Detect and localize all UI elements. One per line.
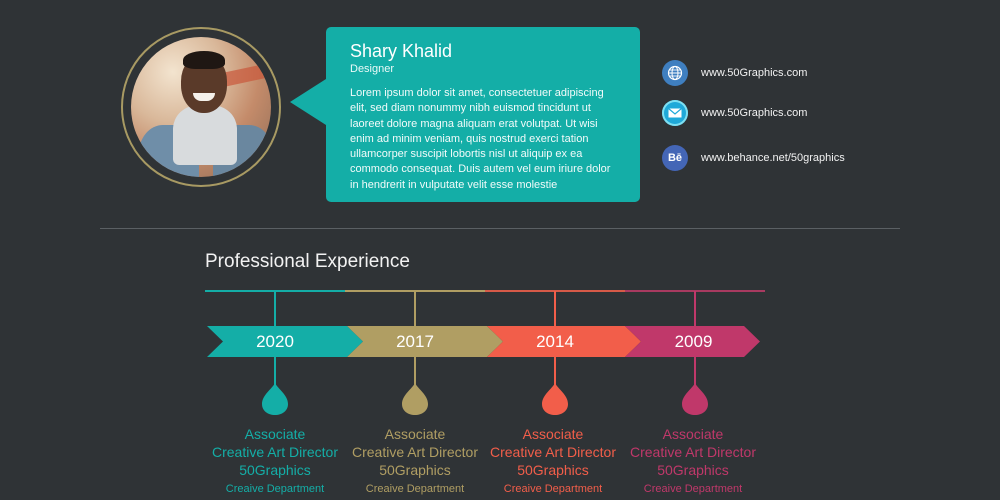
avatar [131, 37, 271, 177]
entry-position: Creative Art Director [351, 444, 479, 460]
timeline-year-4: 2009 [674, 331, 713, 351]
timeline-year-3: 2014 [536, 331, 574, 351]
entry-title: Associate [244, 426, 306, 442]
profile-bio: Lorem ipsum dolor sit amet, consectetuer… [350, 87, 611, 191]
experience-entry-3: Associate Creative Art Director 50Graphi… [473, 425, 633, 498]
entry-title: Associate [662, 426, 724, 442]
entry-department: Creaive Department [503, 483, 603, 495]
contact-behance-text[interactable]: www.behance.net/50graphics [701, 152, 845, 164]
entry-position: Creative Art Director [489, 444, 617, 460]
drop-marker-icon [402, 383, 428, 415]
drop-marker-icon [262, 383, 288, 415]
profile-role: Designer [350, 63, 395, 75]
entry-position: Creative Art Director [629, 444, 757, 460]
timeline-year-1: 2020 [256, 331, 294, 351]
experience-entry-4: Associate Creative Art Director 50Graphi… [613, 425, 773, 498]
entry-department: Creaive Department [225, 483, 325, 495]
profile-name: Shary Khalid [350, 41, 453, 61]
section-divider [100, 228, 900, 229]
contact-behance[interactable]: Bē www.behance.net/50graphics [662, 145, 845, 171]
section-title: Professional Experience [205, 251, 410, 272]
profile-bubble: Shary Khalid Designer Lorem ipsum dolor … [290, 27, 640, 202]
entry-company: 50Graphics [379, 462, 451, 478]
behance-icon: Bē [662, 145, 688, 171]
contact-email-text[interactable]: www.50Graphics.com [701, 107, 808, 119]
entry-company: 50Graphics [517, 462, 589, 478]
entry-title: Associate [522, 426, 584, 442]
entry-company: 50Graphics [239, 462, 311, 478]
contact-website-text[interactable]: www.50Graphics.com [701, 67, 808, 79]
entry-position: Creative Art Director [211, 444, 339, 460]
experience-entry-1: Associate Creative Art Director 50Graphi… [195, 425, 355, 498]
entry-department: Creaive Department [365, 483, 465, 495]
avatar-frame [121, 27, 281, 187]
contact-website[interactable]: www.50Graphics.com [662, 60, 807, 86]
mail-icon [662, 100, 688, 126]
timeline-year-2: 2017 [396, 331, 434, 351]
drop-marker-icon [542, 383, 568, 415]
entry-department: Creaive Department [643, 483, 743, 495]
drop-marker-icon [682, 383, 708, 415]
entry-title: Associate [384, 426, 446, 442]
entry-company: 50Graphics [657, 462, 729, 478]
contact-email[interactable]: www.50Graphics.com [662, 100, 807, 126]
globe-icon [662, 60, 688, 86]
experience-entry-2: Associate Creative Art Director 50Graphi… [335, 425, 495, 498]
